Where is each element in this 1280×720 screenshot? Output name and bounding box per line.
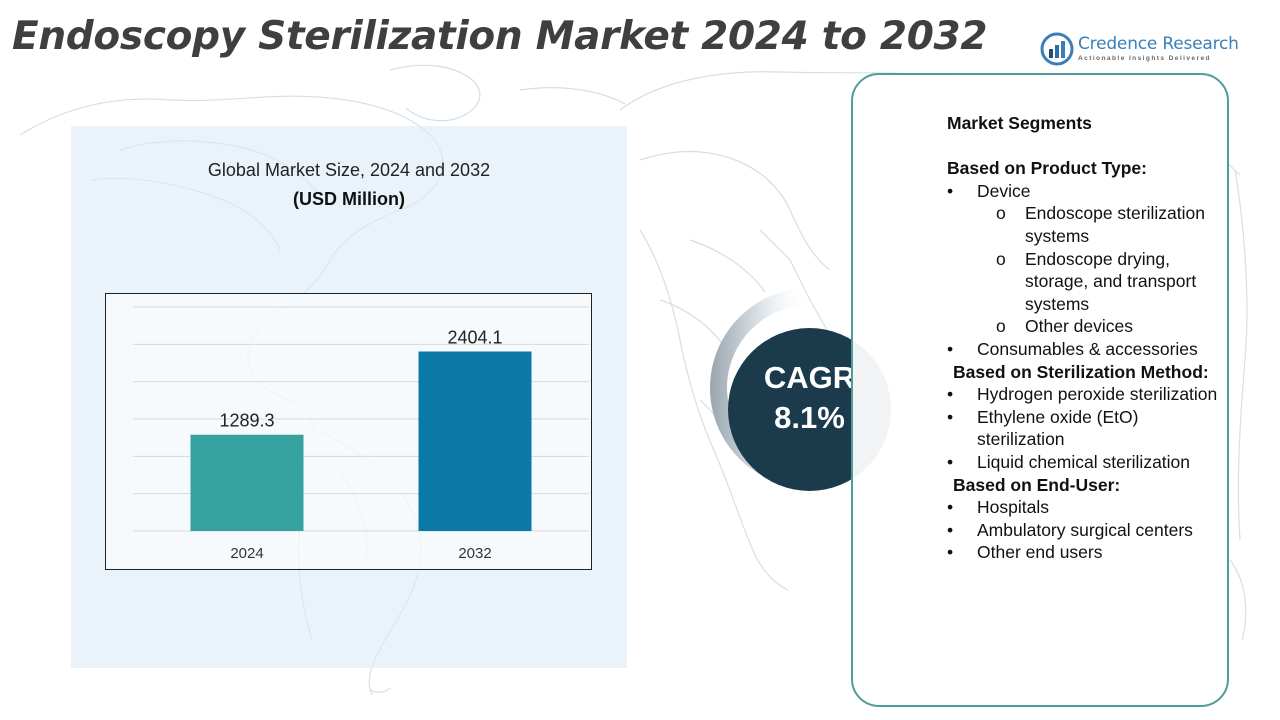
bullet-marker: • <box>947 384 954 405</box>
page-title: Endoscopy Sterilization Market 2024 to 2… <box>12 14 988 59</box>
segment-item-label: Ethylene oxide (EtO) sterilization <box>977 406 1139 450</box>
segment-subitem-label: Endoscope drying, storage, and transport… <box>1025 248 1197 314</box>
bullet-marker: • <box>947 519 954 540</box>
segment-subitem: o Endoscope drying, storage, and transpor… <box>947 248 1222 316</box>
segment-subitem: o Other devices <box>947 315 1222 338</box>
sub-bullet-marker: o <box>996 248 1006 269</box>
segment-subitem-label: Other devices <box>1025 316 1133 337</box>
product-type-heading: Based on Product Type: <box>947 158 1147 179</box>
bar-chart: 1289.3 2024 2404.1 2032 <box>105 293 592 570</box>
segment-item-label: Hydrogen peroxide sterilization <box>977 384 1218 405</box>
segments-box <box>851 73 1229 707</box>
segment-item-label: Other end users <box>977 542 1103 563</box>
segment-item: • Liquid chemical sterilization <box>947 451 1222 474</box>
bullet-marker: • <box>947 497 954 518</box>
bullet-marker: • <box>947 180 954 201</box>
x-tick-label: 2024 <box>230 545 263 562</box>
logo-name: Credence Research <box>1078 34 1239 54</box>
bullet-marker: • <box>947 338 954 359</box>
segment-item: • Ethylene oxide (EtO) sterilization <box>947 406 1222 451</box>
bullet-marker: • <box>947 451 954 472</box>
segment-item-device: • Device <box>947 180 1222 203</box>
credence-logo-icon <box>1040 32 1074 66</box>
segment-subitem-label: Endoscope sterilization systems <box>1025 203 1205 246</box>
sub-bullet-marker: o <box>996 203 1006 224</box>
segment-item-label: Device <box>977 180 1031 201</box>
cagr-value: 8.1% <box>774 400 845 435</box>
logo-tagline: Actionable Insights Delivered <box>1078 55 1211 62</box>
segment-item: • Hospitals <box>947 496 1222 519</box>
segment-item-label: Hospitals <box>977 497 1049 518</box>
chart-title: Global Market Size, 2024 and 2032 <box>207 160 491 180</box>
bar-2024 <box>190 434 304 531</box>
data-label: 1289.3 <box>219 411 274 431</box>
segments-list: Market Segments Based on Product Type: •… <box>947 112 1222 564</box>
cagr-label: CAGR <box>763 360 856 395</box>
x-tick-label: 2032 <box>458 545 491 562</box>
bars: 1289.3 2024 2404.1 2032 <box>190 327 532 562</box>
method-heading: Based on Sterilization Method: <box>953 361 1209 382</box>
segment-item: • Ambulatory surgical centers <box>947 519 1222 542</box>
bullet-marker: • <box>947 542 954 563</box>
data-label: 2404.1 <box>447 327 502 347</box>
segment-item-label: Ambulatory surgical centers <box>977 519 1193 540</box>
brand-logo: Credence Research Actionable Insights De… <box>1040 32 1255 68</box>
sub-bullet-marker: o <box>996 316 1006 337</box>
segment-item: • Other end users <box>947 541 1222 564</box>
segments-heading: Market Segments <box>947 113 1092 133</box>
bullet-marker: • <box>947 406 954 427</box>
chart-subtitle: (USD Million) <box>293 189 405 209</box>
bar-2032 <box>418 351 532 531</box>
segment-item-label: Liquid chemical sterilization <box>977 451 1191 472</box>
segment-item-label: Consumables & accessories <box>977 338 1198 359</box>
segment-item: • Hydrogen peroxide sterilization <box>947 383 1222 406</box>
end-user-heading: Based on End-User: <box>953 474 1121 495</box>
segment-item-consumables: • Consumables & accessories <box>947 338 1222 361</box>
segment-subitem: o Endoscope sterilization systems <box>947 202 1222 247</box>
